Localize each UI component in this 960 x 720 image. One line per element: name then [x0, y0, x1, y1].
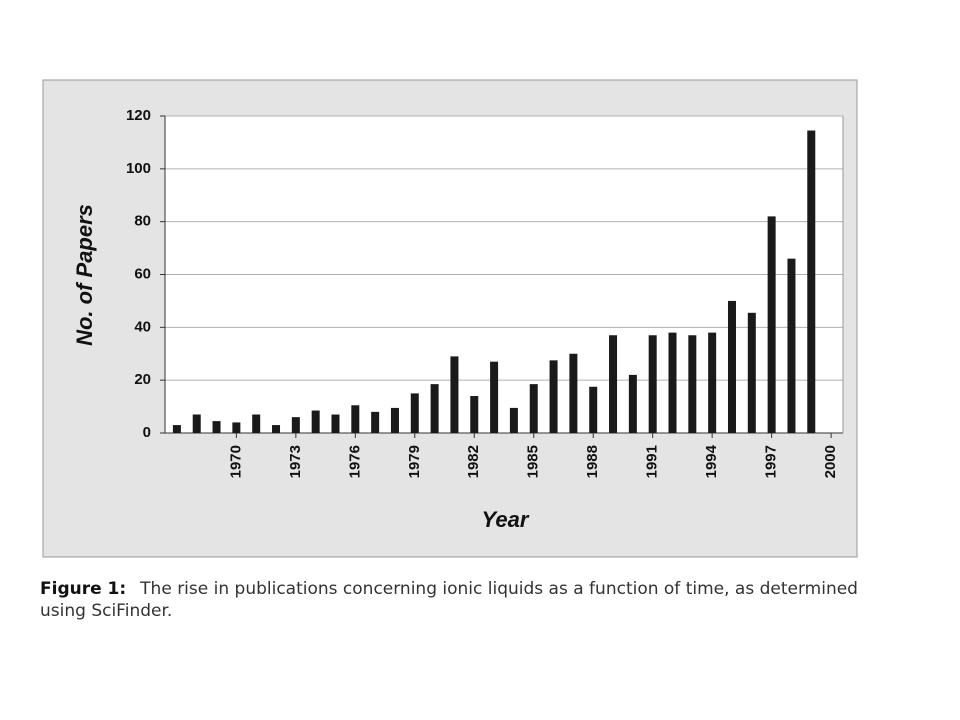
- x-tick-label: 1994: [703, 444, 720, 478]
- bar: [609, 335, 618, 433]
- caption: Figure 1: The rise in publications concer…: [40, 578, 870, 622]
- bar: [589, 386, 598, 433]
- bar: [311, 410, 320, 433]
- y-tick-label: 80: [134, 213, 151, 230]
- x-tick-label: 1973: [287, 445, 304, 478]
- bar: [708, 332, 717, 433]
- bar: [628, 374, 637, 433]
- y-tick-label: 20: [134, 371, 151, 388]
- y-tick-label: 0: [143, 424, 151, 441]
- bar: [747, 312, 756, 433]
- bar: [727, 300, 736, 433]
- bar: [529, 384, 538, 433]
- x-tick-label: 1976: [346, 445, 363, 478]
- bar: [490, 361, 499, 433]
- bar: [351, 405, 360, 433]
- bar: [430, 384, 439, 433]
- bar: [648, 335, 657, 433]
- caption-text: The rise in publications concerning ioni…: [40, 579, 858, 621]
- x-tick-label: 1997: [763, 445, 780, 478]
- bar: [371, 411, 380, 433]
- bar: [767, 216, 776, 433]
- y-axis-title: No. of Papers: [72, 204, 97, 346]
- y-tick-label: 100: [126, 160, 151, 177]
- bar: [807, 130, 816, 433]
- bar: [232, 422, 241, 433]
- x-tick-label: 1979: [406, 445, 423, 478]
- bar: [688, 335, 697, 433]
- bar: [668, 332, 677, 433]
- x-tick-label: 1991: [644, 445, 661, 478]
- x-tick-label: 2000: [822, 445, 839, 478]
- bar: [509, 407, 518, 433]
- bar: [331, 414, 340, 433]
- bar: [212, 421, 221, 433]
- caption-label: Figure 1:: [40, 579, 127, 599]
- y-tick-label: 60: [134, 265, 151, 282]
- bar: [410, 393, 419, 433]
- x-tick-label: 1988: [584, 445, 601, 478]
- x-tick-label: 1970: [227, 445, 244, 478]
- bar: [291, 417, 300, 433]
- bar: [787, 258, 796, 433]
- bar: [172, 425, 181, 433]
- x-tick-label: 1982: [465, 445, 482, 478]
- y-tick-label: 120: [126, 107, 151, 124]
- bar: [390, 407, 399, 433]
- y-tick-label: 40: [134, 318, 151, 335]
- bar: [549, 360, 558, 433]
- bar: [569, 353, 578, 433]
- bar: [252, 414, 261, 433]
- bar: [272, 425, 281, 433]
- x-axis-title: Year: [482, 507, 530, 532]
- x-tick-label: 1985: [525, 445, 542, 478]
- bar: [450, 356, 459, 433]
- bar: [192, 414, 201, 433]
- bar: [470, 396, 479, 433]
